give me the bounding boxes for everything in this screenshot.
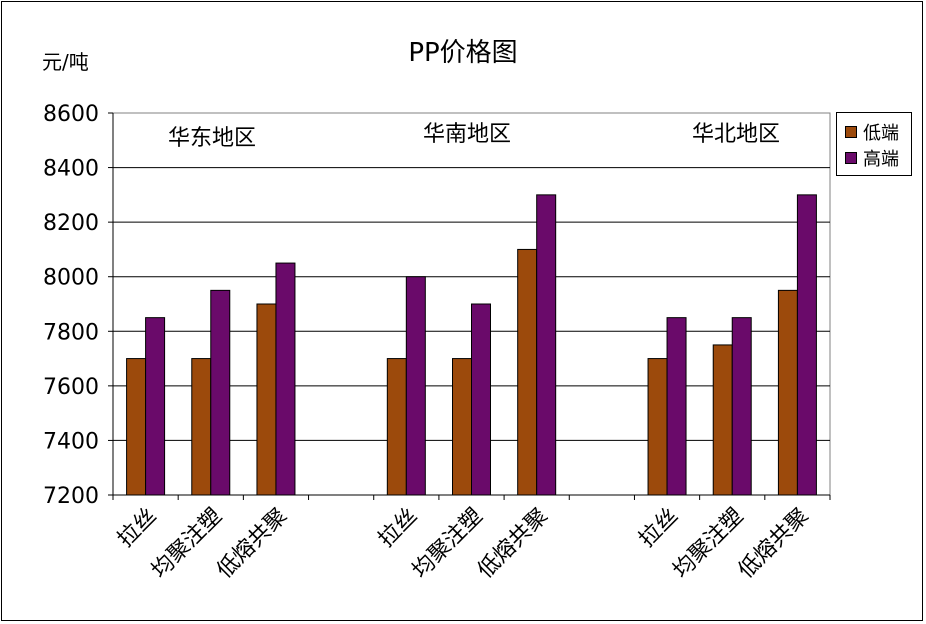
x-category-label: 拉丝 [113,504,162,553]
legend: 低端 高端 [836,112,912,176]
x-axis-ticks [112,495,831,500]
legend-label-high: 高端 [863,149,899,170]
region-label-south: 华南地区 [423,122,512,147]
bar-high [796,194,817,496]
bar-low [191,358,212,496]
y-tick-label: 7400 [43,429,99,454]
bar-low [517,248,538,496]
x-category-label: 低熔共聚 [734,504,814,584]
y-tick-label: 7200 [43,484,99,509]
x-category-label: 均聚注塑 [147,504,227,584]
legend-item-high: 高端 [845,147,899,170]
x-category-label: 低熔共聚 [473,504,553,584]
bar-low [452,358,472,496]
chart-title: PP价格图 [408,38,518,68]
bar-high [471,303,491,496]
x-category-label: 拉丝 [634,504,683,553]
y-tick-label: 8200 [43,211,99,236]
x-category-label: 均聚注塑 [669,504,749,584]
x-category-label: 拉丝 [374,504,423,553]
legend-label-low: 低端 [863,123,899,144]
y-axis-ticks: 7200 7400 7600 7800 8000 8200 8400 8600 [43,102,113,509]
x-category-label: 低熔共聚 [212,504,292,584]
bar-high [666,317,687,496]
legend-item-low: 低端 [845,121,899,144]
y-tick-label: 8400 [43,157,99,182]
bar-low [647,358,668,496]
bar-low [386,358,407,496]
bar-high [405,276,426,496]
bar-low [256,303,277,496]
bar-high [210,289,231,496]
legend-swatch-high [845,152,857,164]
bar-low [777,289,798,496]
bar-high [275,262,296,496]
x-category-label: 均聚注塑 [408,504,488,584]
y-tick-label: 7600 [43,375,99,400]
bar-high [145,317,166,496]
legend-swatch-low [845,126,857,138]
y-tick-label: 7800 [43,320,99,345]
bar-high [536,194,557,496]
y-tick-label: 8000 [43,266,99,291]
y-tick-label: 8600 [43,102,99,127]
region-label-north: 华北地区 [692,122,781,147]
bar-high [731,317,752,496]
region-label-east: 华东地区 [168,126,257,151]
bar-low [126,358,147,496]
y-axis-unit-label: 元/吨 [42,50,89,74]
bar-low [712,344,733,496]
bars [126,194,817,496]
